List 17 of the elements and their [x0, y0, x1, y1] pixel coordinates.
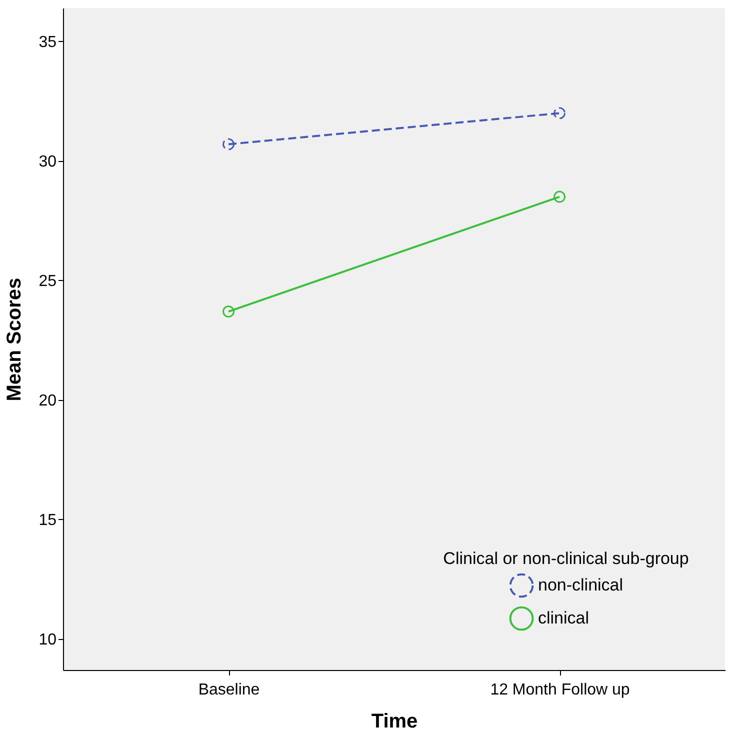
legend-title: Clinical or non-clinical sub-group — [443, 549, 689, 568]
y-tick-label: 10 — [38, 631, 57, 648]
y-tick-label: 15 — [38, 512, 57, 529]
y-tick-label: 20 — [38, 392, 57, 410]
x-axis-title: Time — [371, 710, 418, 732]
point — [222, 138, 234, 150]
point — [222, 306, 234, 318]
legend-label: non-clinical — [538, 576, 624, 594]
point — [554, 190, 566, 203]
y-tick-label: 30 — [38, 153, 57, 170]
y-tick-label: 25 — [38, 272, 57, 290]
x-tick-label: 12 Month Follow up — [490, 682, 630, 698]
point — [554, 107, 566, 120]
x-tick-label: Baseline — [198, 682, 260, 698]
legend-label: clinical — [538, 608, 590, 628]
y-axis-title: Mean Scores — [4, 278, 26, 402]
y-tick-label: 35 — [38, 34, 57, 51]
